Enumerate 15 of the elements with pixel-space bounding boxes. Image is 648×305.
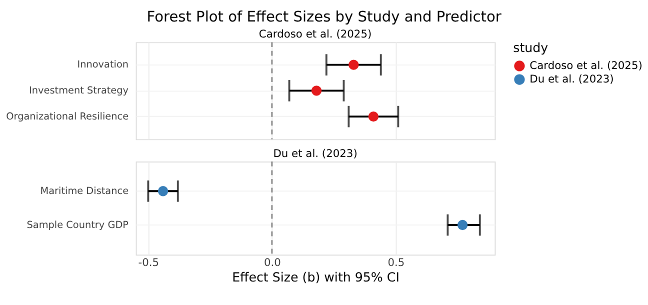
chart-subtitle: Du et al. (2023) — [273, 147, 358, 160]
y-tick-label: Innovation — [77, 60, 129, 71]
x-tick-label: 0.5 — [388, 256, 405, 269]
x-tick-label: -0.5 — [138, 256, 160, 269]
y-tick-label: Sample Country GDP — [26, 220, 129, 231]
y-tick-label: Organizational Resilience — [6, 111, 129, 122]
legend-label: Du et al. (2023) — [530, 72, 614, 86]
y-tick-label: Maritime Distance — [40, 186, 129, 198]
legend-label: Cardoso et al. (2025) — [530, 58, 642, 72]
legend-title: study — [513, 40, 549, 55]
x-axis-title: Effect Size (b) with 95% CI — [232, 269, 400, 284]
chart-subtitle: Cardoso et al. (2025) — [258, 28, 372, 41]
y-tick-label: Investment Strategy — [29, 86, 129, 97]
x-tick-label: 0.0 — [264, 256, 282, 269]
chart-title: Forest Plot of Effect Sizes by Study and Predictor — [146, 8, 502, 26]
